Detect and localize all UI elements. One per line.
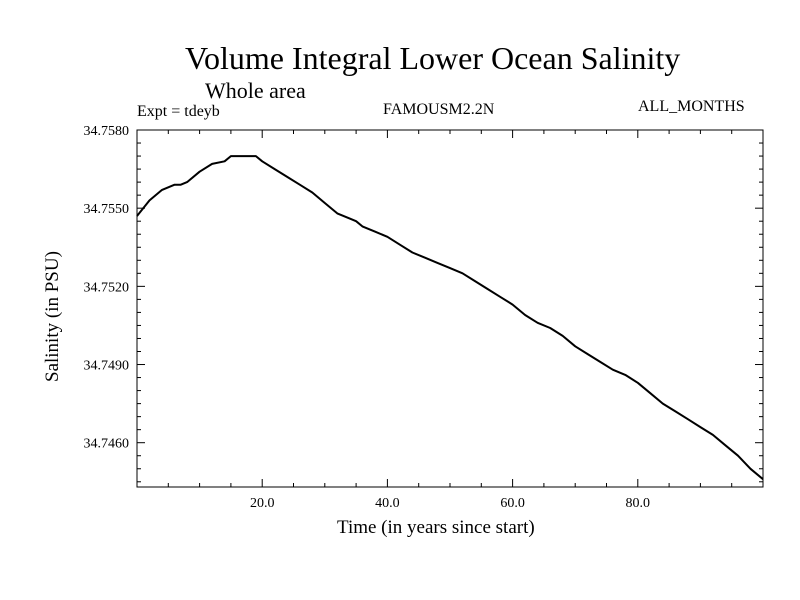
y-tick-label: 34.7490: [84, 359, 130, 374]
tick-labels: 20.0 40.0 60.0 80.0 34.7580 34.7550 34.7520 34.…: [84, 124, 651, 511]
model-label: FAMOUSM2.2N: [383, 101, 495, 118]
y-tick-label: 34.7460: [84, 437, 130, 452]
months-label: ALL_MONTHS: [638, 98, 745, 115]
chart-title: Volume Integral Lower Ocean Salinity: [185, 40, 681, 76]
x-tick-label: 60.0: [500, 496, 525, 511]
y-tick-label: 34.7550: [84, 202, 130, 217]
plot-frame: [136, 129, 764, 488]
axis-ticks: [137, 129, 763, 487]
chart-subtitle: Whole area: [205, 78, 306, 103]
salinity-series-line: [136, 155, 764, 480]
x-tick-label: 20.0: [250, 496, 275, 511]
y-tick-label: 34.7520: [84, 280, 130, 295]
x-tick-label: 80.0: [626, 496, 651, 511]
experiment-label: Expt = tdeyb: [137, 103, 220, 120]
x-tick-label: 40.0: [375, 496, 400, 511]
y-tick-label: 34.7580: [84, 124, 130, 139]
x-axis-label: Time (in years since start): [337, 517, 535, 538]
